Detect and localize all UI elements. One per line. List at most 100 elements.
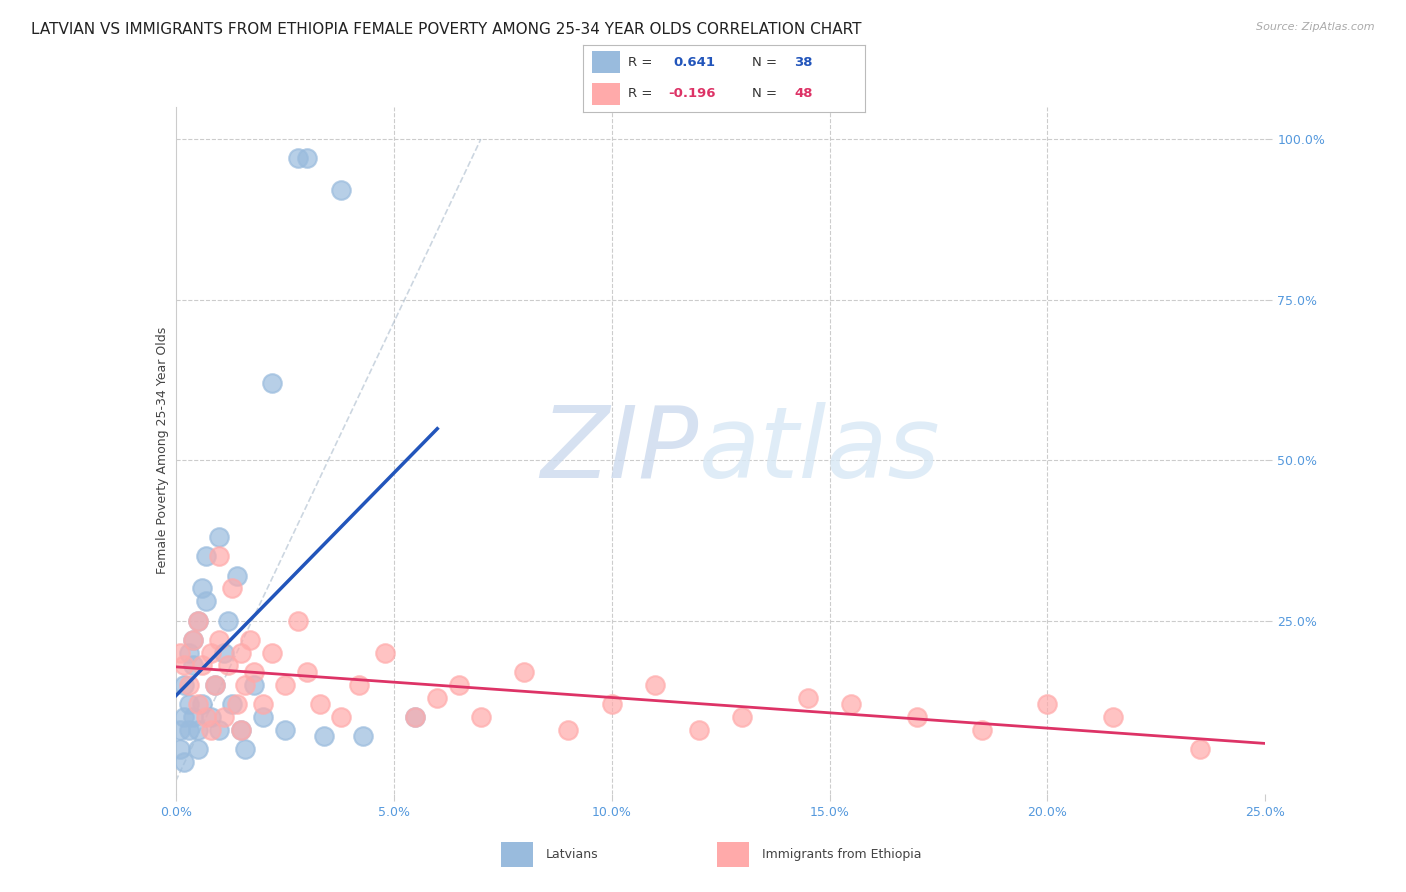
Point (181, 710, 204, 724)
Text: 38: 38 (794, 56, 813, 69)
Point (181, 632, 204, 647)
Point (200, 646, 222, 660)
Point (513, 665, 536, 679)
Point (239, 632, 262, 647)
Point (169, 723, 191, 737)
Point (274, 678, 297, 692)
Point (173, 678, 195, 692)
Point (173, 658, 195, 673)
Point (177, 697, 200, 711)
Point (1036, 697, 1059, 711)
Point (287, 152, 309, 166)
Point (295, 665, 318, 679)
Point (1189, 742, 1212, 756)
Point (295, 152, 318, 166)
Text: Source: ZipAtlas.com: Source: ZipAtlas.com (1257, 22, 1375, 32)
Point (181, 632, 204, 647)
Point (352, 729, 374, 743)
Point (173, 710, 195, 724)
Point (287, 614, 309, 628)
Text: N =: N = (752, 56, 778, 69)
Point (208, 632, 231, 647)
FancyBboxPatch shape (592, 52, 620, 73)
Point (191, 697, 214, 711)
Point (204, 678, 226, 692)
Point (841, 697, 863, 711)
Point (186, 697, 209, 711)
Point (217, 614, 239, 628)
Y-axis label: Female Poverty Among 25-34 Year Olds: Female Poverty Among 25-34 Year Olds (156, 326, 169, 574)
Text: 48: 48 (794, 87, 813, 100)
Point (260, 376, 283, 390)
Point (208, 723, 231, 737)
Point (191, 582, 214, 596)
FancyBboxPatch shape (592, 83, 620, 104)
Text: R =: R = (628, 87, 652, 100)
Text: -0.196: -0.196 (668, 87, 716, 100)
Point (252, 697, 274, 711)
Point (1102, 710, 1125, 724)
Point (212, 646, 235, 660)
Point (217, 658, 239, 673)
Point (905, 710, 928, 724)
Point (796, 690, 818, 705)
Point (169, 742, 191, 756)
Point (221, 582, 243, 596)
Point (181, 658, 204, 673)
Point (186, 723, 209, 737)
Text: Latvians: Latvians (546, 848, 599, 861)
Point (177, 646, 200, 660)
Point (221, 697, 243, 711)
Point (195, 549, 218, 564)
Point (405, 710, 427, 724)
Point (212, 710, 235, 724)
Text: R =: R = (628, 56, 652, 69)
FancyBboxPatch shape (501, 842, 533, 867)
Point (186, 614, 209, 628)
Point (231, 723, 253, 737)
Point (186, 742, 209, 756)
Point (557, 723, 579, 737)
Point (235, 742, 257, 756)
Text: 0.641: 0.641 (673, 56, 716, 69)
Point (200, 723, 222, 737)
Point (447, 678, 470, 692)
Point (405, 710, 427, 724)
Point (243, 665, 266, 679)
Text: N =: N = (752, 87, 778, 100)
Point (308, 697, 330, 711)
Point (231, 723, 253, 737)
Point (312, 729, 335, 743)
Point (470, 710, 492, 724)
Point (231, 646, 253, 660)
Point (600, 697, 623, 711)
Point (731, 710, 754, 724)
Point (169, 646, 191, 660)
Point (330, 184, 353, 198)
Point (208, 530, 231, 544)
Point (177, 678, 200, 692)
Point (195, 594, 218, 608)
Point (225, 697, 247, 711)
Text: LATVIAN VS IMMIGRANTS FROM ETHIOPIA FEMALE POVERTY AMONG 25-34 YEAR OLDS CORRELA: LATVIAN VS IMMIGRANTS FROM ETHIOPIA FEMA… (31, 22, 862, 37)
Point (330, 710, 353, 724)
Point (225, 568, 247, 582)
Point (191, 658, 214, 673)
Point (243, 678, 266, 692)
Point (347, 678, 370, 692)
Point (426, 690, 449, 705)
FancyBboxPatch shape (717, 842, 748, 867)
Point (177, 723, 200, 737)
Point (235, 678, 257, 692)
Point (374, 646, 396, 660)
Point (252, 710, 274, 724)
Point (260, 646, 283, 660)
Point (688, 723, 710, 737)
Point (274, 723, 297, 737)
Point (970, 723, 993, 737)
Point (173, 755, 195, 769)
Point (208, 549, 231, 564)
Point (186, 614, 209, 628)
Point (200, 710, 222, 724)
Text: atlas: atlas (699, 402, 941, 499)
